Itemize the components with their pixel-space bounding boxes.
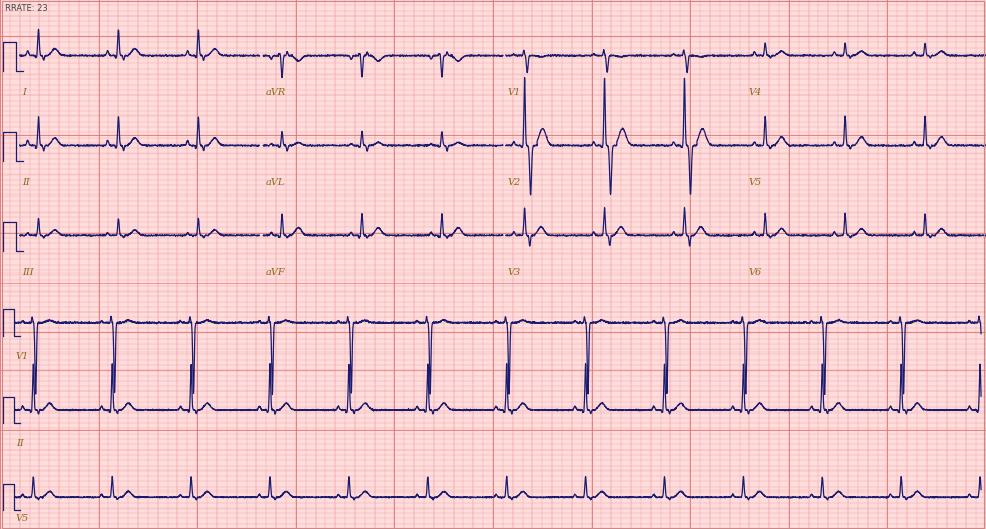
Text: V5: V5 bbox=[16, 514, 29, 523]
Text: III: III bbox=[22, 268, 34, 277]
Text: RRATE: 23: RRATE: 23 bbox=[5, 4, 47, 13]
Text: V1: V1 bbox=[16, 352, 29, 361]
Text: V2: V2 bbox=[508, 178, 521, 187]
Text: V1: V1 bbox=[508, 88, 521, 97]
Text: aVF: aVF bbox=[265, 268, 285, 277]
Text: aVL: aVL bbox=[265, 178, 285, 187]
Text: V5: V5 bbox=[748, 178, 761, 187]
Text: V6: V6 bbox=[748, 268, 761, 277]
Text: I: I bbox=[22, 88, 26, 97]
Text: aVR: aVR bbox=[265, 88, 286, 97]
Text: V3: V3 bbox=[508, 268, 521, 277]
Text: V4: V4 bbox=[748, 88, 761, 97]
Text: II: II bbox=[22, 178, 30, 187]
Text: II: II bbox=[16, 439, 24, 448]
